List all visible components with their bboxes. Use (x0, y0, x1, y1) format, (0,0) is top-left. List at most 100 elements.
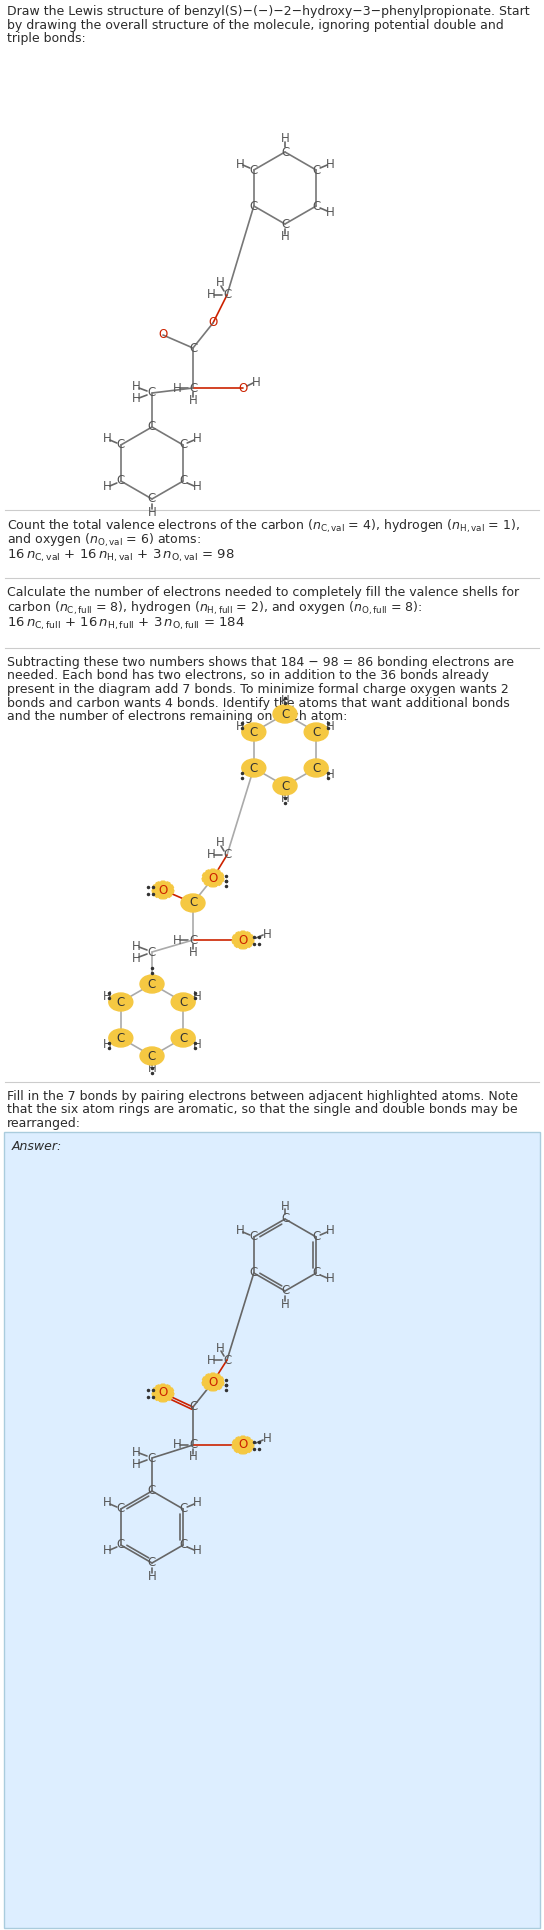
Text: C: C (179, 1538, 187, 1552)
Text: H: H (326, 768, 335, 780)
Ellipse shape (232, 930, 254, 950)
Text: C: C (148, 1050, 156, 1063)
Ellipse shape (140, 1046, 164, 1065)
Ellipse shape (152, 1384, 174, 1401)
Text: H: H (252, 376, 261, 388)
Text: C: C (312, 164, 320, 176)
Text: H: H (193, 1544, 201, 1558)
Text: C: C (148, 1556, 156, 1569)
Text: H: H (147, 506, 156, 519)
Text: O: O (208, 872, 218, 884)
Text: C: C (281, 145, 289, 158)
Ellipse shape (232, 1436, 254, 1453)
Text: H: H (215, 276, 224, 289)
Text: H: H (102, 481, 111, 494)
Text: Calculate the number of electrons needed to completely fill the valence shells f: Calculate the number of electrons needed… (7, 587, 519, 598)
Text: C: C (223, 849, 231, 861)
Text: H: H (132, 392, 140, 405)
Ellipse shape (109, 994, 133, 1011)
Text: C: C (189, 1401, 197, 1413)
Text: C: C (281, 1212, 289, 1226)
Ellipse shape (109, 1029, 133, 1046)
Text: H: H (263, 1432, 271, 1446)
Text: O: O (238, 934, 248, 946)
Text: Subtracting these two numbers shows that 184 − 98 = 86 bonding electrons are: Subtracting these two numbers shows that… (7, 656, 514, 670)
Text: H: H (132, 1457, 140, 1471)
Text: H: H (326, 720, 335, 733)
Text: H: H (193, 1496, 201, 1509)
Ellipse shape (304, 758, 328, 778)
Text: H: H (172, 934, 181, 946)
Text: needed. Each bond has two electrons, so in addition to the 36 bonds already: needed. Each bond has two electrons, so … (7, 670, 489, 683)
Text: by drawing the overall structure of the molecule, ignoring potential double and: by drawing the overall structure of the … (7, 19, 504, 31)
Text: C: C (148, 946, 156, 959)
Text: $16\,n_{\mathrm{C,full}}$ + $16\,n_{\mathrm{H,full}}$ + $3\,n_{\mathrm{O,full}}$: $16\,n_{\mathrm{C,full}}$ + $16\,n_{\mat… (7, 616, 245, 633)
Text: H: H (236, 1224, 244, 1237)
Text: C: C (117, 438, 125, 452)
Text: H: H (102, 1544, 111, 1558)
Text: Draw the Lewis structure of benzyl(S)−(−)−2−hydroxy−3−phenylpropionate. Start: Draw the Lewis structure of benzyl(S)−(−… (7, 6, 530, 17)
Text: O: O (158, 884, 168, 897)
Ellipse shape (152, 880, 174, 899)
Ellipse shape (273, 704, 297, 724)
Text: H: H (215, 836, 224, 849)
Text: H: H (207, 849, 215, 861)
Text: H: H (326, 1224, 335, 1237)
Text: C: C (312, 762, 320, 774)
Text: C: C (281, 1285, 289, 1297)
Text: C: C (179, 475, 187, 488)
Text: O: O (158, 1386, 168, 1399)
Text: H: H (215, 1341, 224, 1355)
Text: Fill in the 7 bonds by pairing electrons between adjacent highlighted atoms. Not: Fill in the 7 bonds by pairing electrons… (7, 1090, 518, 1104)
Text: O: O (208, 317, 218, 330)
Text: C: C (179, 1502, 187, 1515)
Text: C: C (117, 475, 125, 488)
Text: H: H (189, 1451, 197, 1463)
Text: C: C (223, 1353, 231, 1366)
Text: C: C (250, 199, 258, 212)
Text: C: C (250, 762, 258, 774)
Text: H: H (102, 1038, 111, 1050)
Ellipse shape (171, 1029, 195, 1046)
Ellipse shape (242, 758, 266, 778)
Text: triple bonds:: triple bonds: (7, 33, 86, 44)
Text: rearranged:: rearranged: (7, 1117, 81, 1129)
Text: H: H (147, 1063, 156, 1075)
Text: H: H (193, 432, 201, 446)
Text: H: H (132, 1446, 140, 1459)
Text: and oxygen ($n_{\mathrm{O,val}}$ = 6) atoms:: and oxygen ($n_{\mathrm{O,val}}$ = 6) at… (7, 531, 201, 548)
Text: C: C (148, 421, 156, 434)
Text: H: H (193, 481, 201, 494)
Text: H: H (326, 1272, 335, 1285)
Text: C: C (117, 1502, 125, 1515)
Text: C: C (189, 934, 197, 946)
Text: Answer:: Answer: (12, 1141, 62, 1152)
Text: C: C (117, 1031, 125, 1044)
Text: O: O (238, 382, 248, 394)
Text: C: C (179, 438, 187, 452)
Text: H: H (281, 695, 289, 708)
Text: C: C (179, 996, 187, 1009)
Text: H: H (102, 990, 111, 1002)
Text: H: H (281, 230, 289, 243)
Text: H: H (281, 1297, 289, 1310)
Text: C: C (148, 977, 156, 990)
Text: H: H (236, 158, 244, 170)
Text: C: C (281, 780, 289, 793)
Ellipse shape (304, 724, 328, 741)
Text: C: C (250, 726, 258, 739)
Text: C: C (148, 386, 156, 400)
Text: C: C (250, 1266, 258, 1280)
Ellipse shape (171, 994, 195, 1011)
Text: C: C (223, 288, 231, 301)
Text: carbon ($n_{\mathrm{C,full}}$ = 8), hydrogen ($n_{\mathrm{H,full}}$ = 2), and ox: carbon ($n_{\mathrm{C,full}}$ = 8), hydr… (7, 600, 423, 618)
Text: C: C (281, 708, 289, 720)
Text: H: H (172, 1438, 181, 1451)
Text: H: H (263, 928, 271, 940)
FancyBboxPatch shape (4, 1133, 540, 1928)
Text: H: H (102, 1496, 111, 1509)
Ellipse shape (202, 1372, 224, 1392)
Text: C: C (250, 164, 258, 176)
Ellipse shape (273, 778, 297, 795)
Text: H: H (281, 133, 289, 145)
